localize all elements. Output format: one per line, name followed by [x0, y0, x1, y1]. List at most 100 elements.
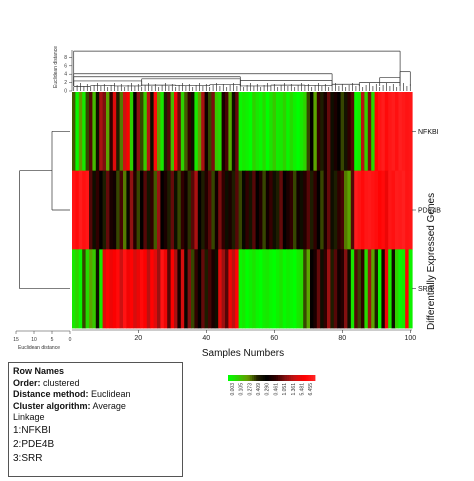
- heatmap-cell: [286, 170, 291, 250]
- heatmap-cell: [208, 249, 212, 329]
- heatmap-cell: [289, 249, 294, 329]
- gene-label: SRR: [418, 286, 433, 293]
- heatmap-cell: [82, 170, 87, 250]
- heatmap-cell: [320, 249, 325, 329]
- heatmap-cell: [401, 92, 406, 172]
- heatmap-cell: [313, 249, 318, 329]
- heatmap-cell: [384, 92, 389, 172]
- heatmap-cell: [157, 170, 161, 250]
- heatmap-cell: [259, 92, 263, 172]
- heatmap-cell: [109, 170, 114, 250]
- heatmap-cell: [398, 170, 403, 250]
- heatmap-cell: [208, 92, 212, 172]
- heatmap-cell: [367, 92, 372, 172]
- heatmap-cell: [204, 92, 209, 172]
- heatmap-cell: [208, 170, 212, 250]
- heatmap-cell: [347, 249, 352, 329]
- cluster-value: Average: [92, 400, 126, 411]
- heatmap-cell: [296, 92, 301, 172]
- heatmap-cell: [72, 92, 76, 172]
- heatmap-cell: [146, 249, 151, 329]
- distance-label: Distance method:: [13, 389, 89, 399]
- heatmap-cell: [299, 249, 304, 329]
- heatmap-cell: [238, 92, 243, 172]
- color-key-swatch: [249, 375, 253, 381]
- heatmap-cell: [405, 92, 410, 172]
- heatmap-cell: [99, 92, 104, 172]
- heatmap-cell: [231, 92, 236, 172]
- heatmap-cell: [276, 92, 280, 172]
- heatmap-cell: [306, 170, 311, 250]
- color-key-swatch: [293, 375, 296, 381]
- heatmap-cell: [211, 92, 216, 172]
- x-tick-label: 20: [134, 335, 142, 342]
- heatmap-cell: [293, 249, 297, 329]
- heatmap-cell: [330, 170, 335, 250]
- x-tick-label: 100: [404, 335, 416, 342]
- color-key-swatch: [241, 375, 244, 381]
- heatmap-cell: [184, 92, 189, 172]
- row-dendrogram: [19, 130, 70, 290]
- heatmap-cell: [112, 92, 117, 172]
- color-key-swatch: [262, 375, 266, 381]
- heatmap-cell: [160, 92, 165, 172]
- heatmap-cell: [340, 249, 345, 329]
- color-key-label: 0.290: [265, 383, 271, 396]
- heatmap-cell: [235, 92, 240, 172]
- heatmap-cell: [242, 170, 246, 250]
- top-axis-tick-label: 2: [64, 80, 67, 86]
- heatmap-cell: [310, 92, 314, 172]
- heatmap-cell: [337, 170, 342, 250]
- heatmap-cell: [347, 92, 352, 172]
- heatmap-cell: [408, 249, 413, 329]
- heatmap-cell: [327, 92, 331, 172]
- heatmap-cell: [194, 92, 199, 172]
- heatmap-cell: [238, 170, 243, 250]
- order-value: clustered: [43, 377, 80, 388]
- color-key-swatch: [273, 375, 277, 381]
- color-key-swatch: [288, 375, 292, 381]
- heatmap-cell: [378, 249, 382, 329]
- color-key-swatch: [260, 375, 264, 381]
- heatmap-cell: [269, 92, 274, 172]
- color-key-swatch: [267, 375, 270, 381]
- heatmap-cell: [395, 170, 399, 250]
- heatmap-cell: [408, 170, 413, 250]
- heatmap-cell: [197, 170, 202, 250]
- heatmap-cell: [235, 249, 240, 329]
- heatmap-cell: [306, 249, 311, 329]
- gene-labels: NFKBI PDE4B SRR: [412, 129, 441, 293]
- heatmap-cell: [289, 92, 294, 172]
- heatmap-cell: [262, 170, 267, 250]
- heatmap-cell: [180, 170, 185, 250]
- heatmap-cell: [201, 92, 206, 172]
- heatmap-cell: [357, 170, 362, 250]
- color-key-swatch: [236, 375, 240, 381]
- heatmap-cell: [126, 249, 131, 329]
- heatmap-cell: [371, 92, 376, 172]
- heatmap-cell: [248, 249, 253, 329]
- color-key-swatch: [312, 375, 316, 381]
- heatmap-cell: [225, 92, 229, 172]
- heatmap-cell: [395, 249, 399, 329]
- heatmap-cell: [231, 170, 236, 250]
- heatmap-cell: [265, 249, 270, 329]
- heatmap-cell: [350, 249, 355, 329]
- heatmap-cell: [218, 170, 223, 250]
- heatmap-cell: [316, 170, 321, 250]
- heatmap-cell: [333, 170, 338, 250]
- heatmap-cell: [245, 170, 250, 250]
- top-axis-tick-label: 6: [64, 63, 67, 69]
- heatmap-cell: [323, 170, 328, 250]
- x-tick-label: 60: [270, 335, 278, 342]
- heatmap-cell: [72, 249, 76, 329]
- heatmap-cell: [293, 92, 297, 172]
- heatmap-cell: [150, 249, 155, 329]
- heatmap-cell: [92, 249, 97, 329]
- heatmap-cell: [316, 92, 321, 172]
- x-axis: 20 40 60 80 100: [72, 329, 416, 342]
- heatmap-cell: [276, 170, 280, 250]
- heatmap-cell: [204, 249, 209, 329]
- heatmap-cell: [320, 92, 325, 172]
- heatmap-cell: [378, 92, 382, 172]
